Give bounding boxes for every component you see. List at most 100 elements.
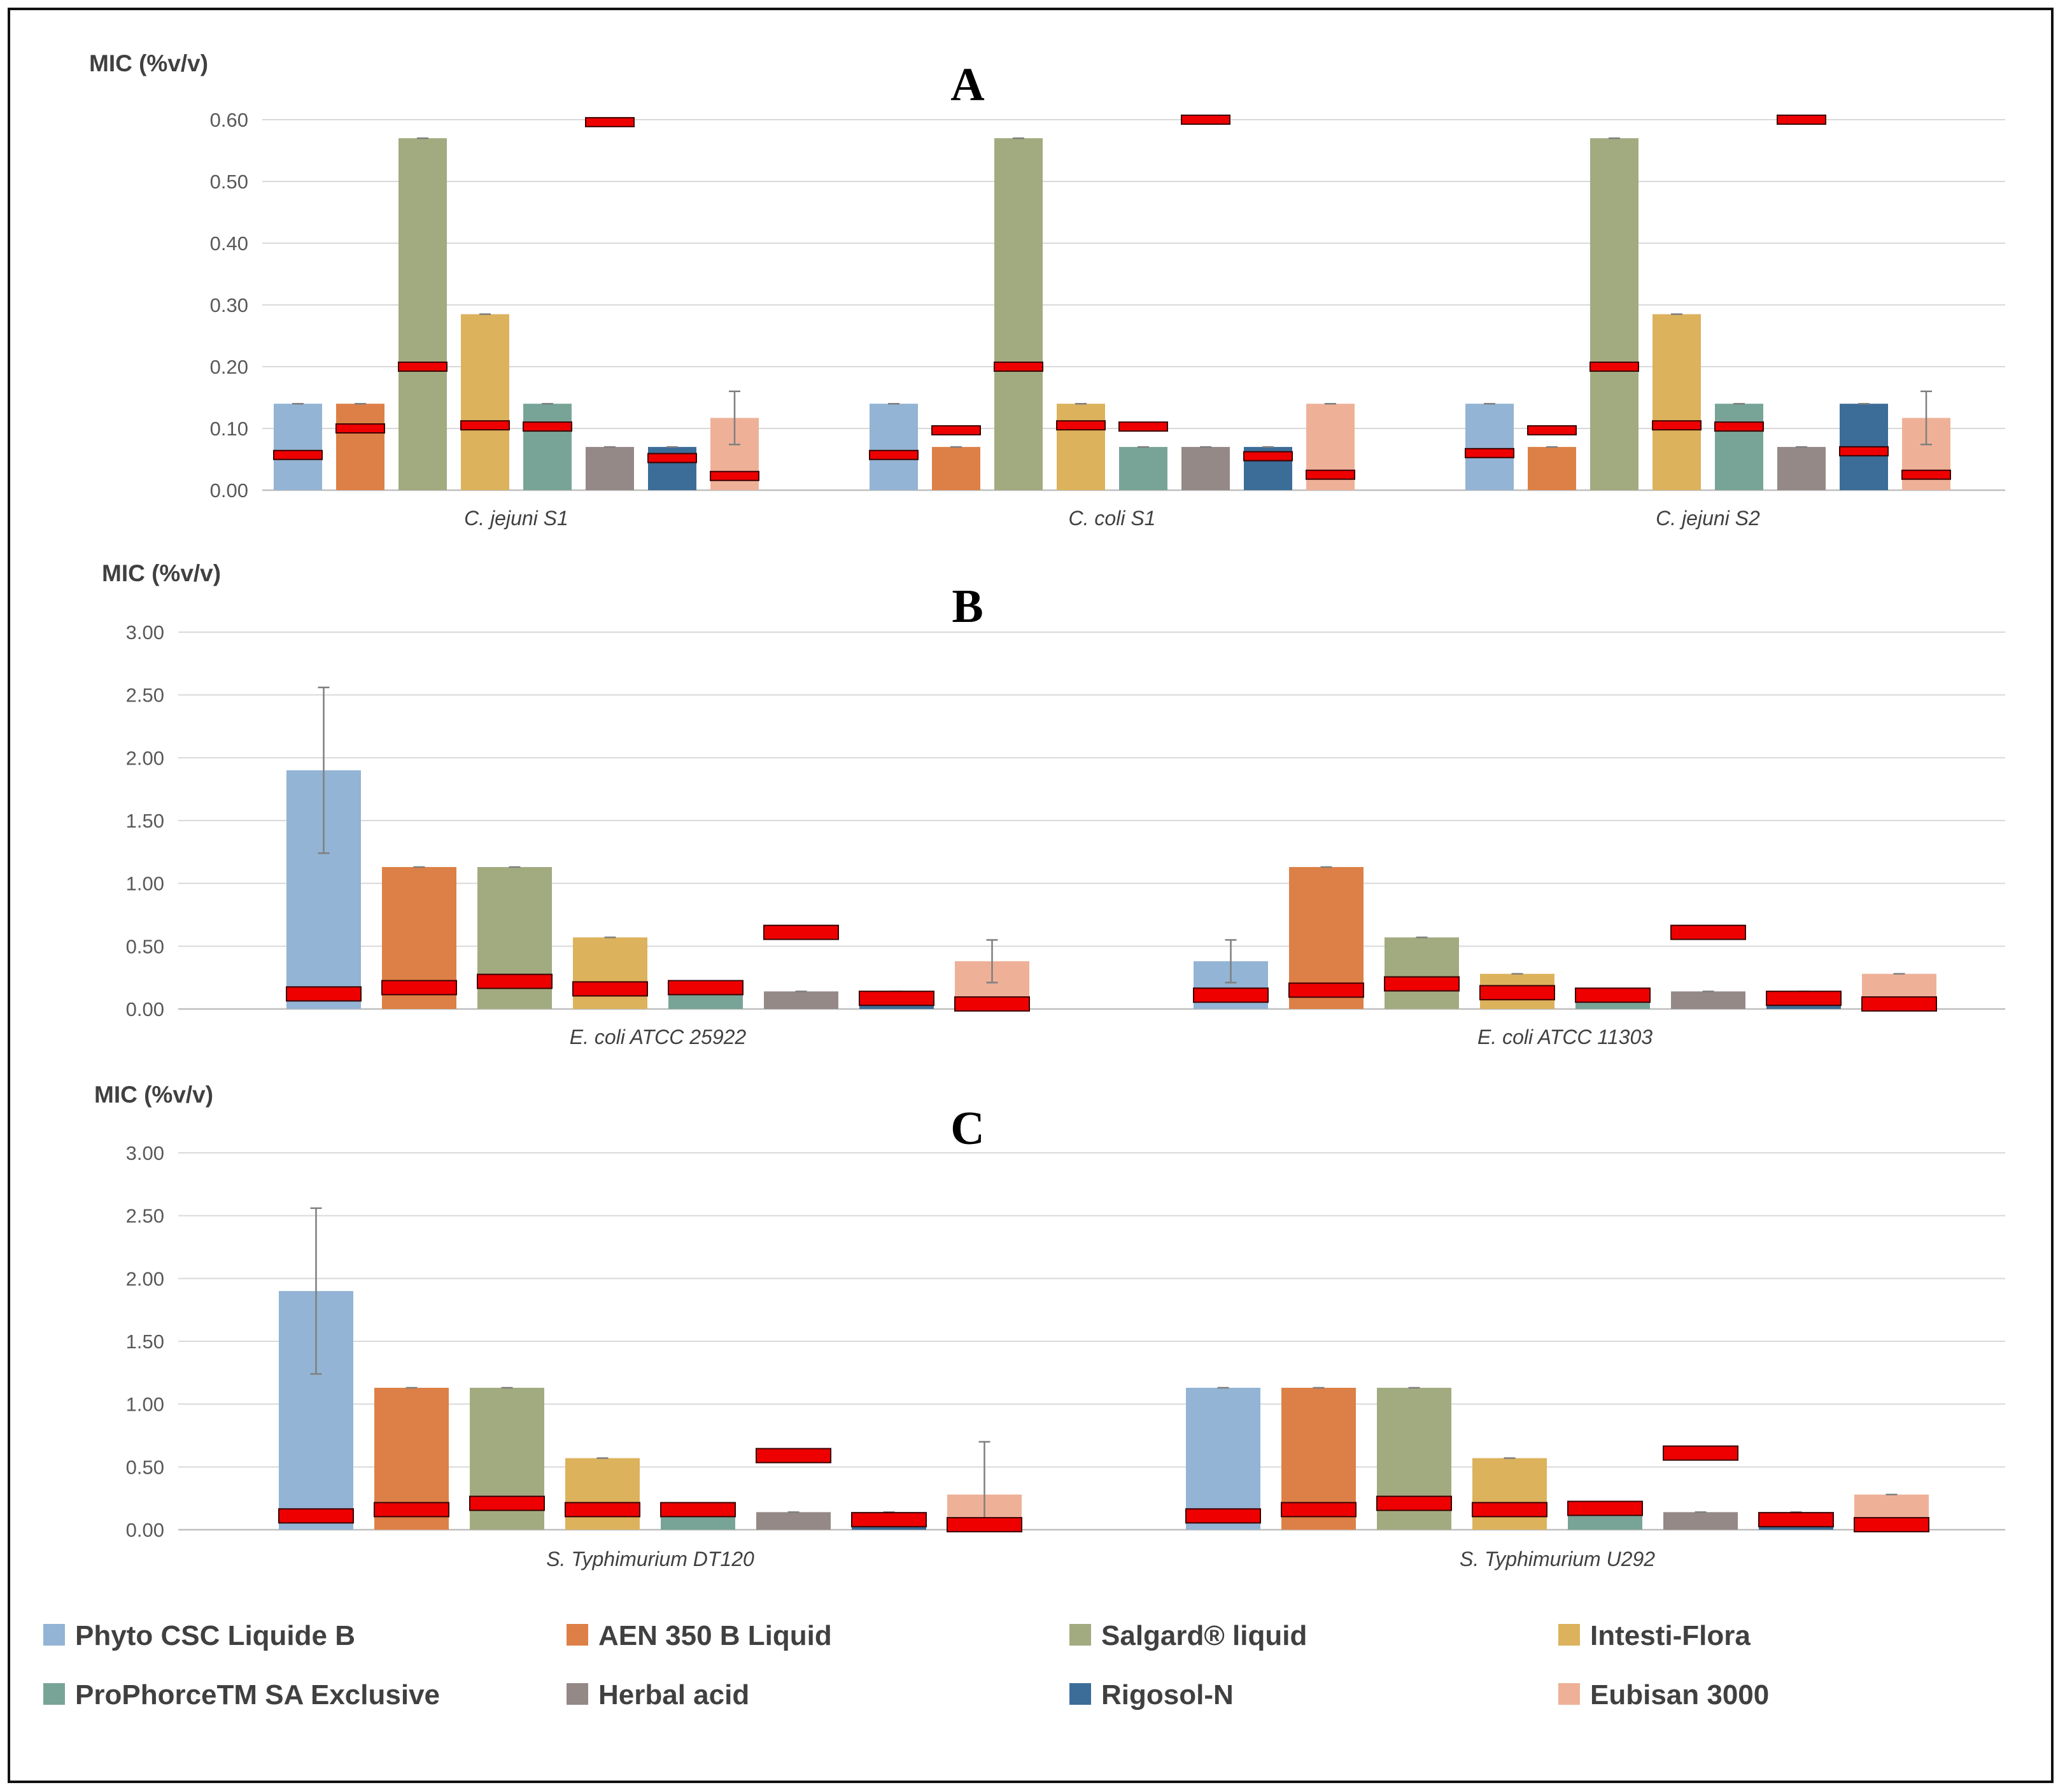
- bar: [336, 404, 384, 490]
- legend: Phyto CSC Liquide B AEN 350 B Liquid Salga…: [43, 1620, 1769, 1711]
- y-tick-label: 0.50: [126, 935, 164, 957]
- y-tick-label: 0.50: [210, 171, 248, 193]
- y-tick-label: 0.40: [210, 232, 248, 255]
- bar: [870, 404, 918, 490]
- mic-marker: [1193, 987, 1269, 1003]
- bar: [1663, 1512, 1738, 1530]
- mic-marker: [1861, 996, 1937, 1012]
- mic-marker: [335, 423, 385, 434]
- mic-marker: [1901, 469, 1951, 480]
- bar: [1671, 991, 1745, 1009]
- legend-label: Intesti-Flora: [1590, 1620, 1751, 1651]
- bar: [1715, 404, 1763, 490]
- mic-marker: [1670, 924, 1746, 940]
- mic-marker: [381, 980, 457, 996]
- category-label: E. coli ATCC 11303: [1477, 1026, 1653, 1048]
- legend-swatch: [567, 1683, 588, 1705]
- bar: [756, 1512, 831, 1530]
- bar: [1590, 138, 1639, 491]
- y-tick-label: 3.00: [126, 1142, 164, 1164]
- bar: [1057, 404, 1105, 490]
- mic-marker: [1527, 425, 1577, 435]
- bar: [586, 447, 634, 490]
- bar: [523, 404, 572, 490]
- mic-marker: [469, 1495, 545, 1511]
- mic-marker: [1281, 1502, 1357, 1518]
- mic-marker: [1288, 982, 1364, 998]
- mic-marker: [869, 449, 919, 460]
- y-tick-label: 0.50: [126, 1456, 164, 1478]
- mic-marker: [1056, 420, 1106, 431]
- panel-c: 0.00 0.50 1.00 1.50 2.00 2.50 3.00 MIC (%v/v) C S…: [94, 1082, 2005, 1570]
- y-tick-label: 0.00: [126, 1519, 164, 1541]
- legend-swatch: [43, 1624, 65, 1646]
- y-tick-label: 1.50: [126, 1330, 164, 1353]
- legend-swatch: [1069, 1683, 1091, 1705]
- y-tick-label: 0.20: [210, 356, 248, 378]
- mic-marker: [1185, 1508, 1261, 1524]
- mic-marker: [1758, 1512, 1834, 1528]
- legend-label: Salgard® liquid: [1101, 1620, 1307, 1651]
- mic-marker: [660, 1502, 736, 1518]
- panel-a: 0.00 0.10 0.20 0.30 0.40 0.50 0.60 MIC (%v/v) A C…: [89, 50, 2005, 530]
- bar: [1186, 1388, 1260, 1530]
- mic-marker: [1575, 987, 1651, 1003]
- y-axis-label: MIC (%v/v): [89, 50, 208, 76]
- mic-marker: [756, 1448, 831, 1464]
- legend-label: Eubisan 3000: [1590, 1679, 1769, 1711]
- legend-label: Phyto CSC Liquide B: [75, 1620, 355, 1651]
- mic-marker: [1181, 115, 1230, 125]
- mic-marker: [947, 1517, 1022, 1533]
- mic-marker: [523, 421, 572, 432]
- mic-marker: [565, 1502, 640, 1518]
- mic-marker: [572, 981, 648, 997]
- mic-marker: [994, 362, 1043, 372]
- category-label: C. coli S1: [1069, 507, 1156, 530]
- mic-marker: [460, 420, 510, 431]
- category-label: S. Typhimurium DT120: [546, 1548, 754, 1570]
- mic-marker: [1663, 1445, 1738, 1461]
- y-tick-label: 1.50: [126, 810, 164, 832]
- legend-swatch: [1558, 1683, 1580, 1705]
- bar: [1472, 1458, 1547, 1530]
- mic-marker: [1766, 991, 1842, 1006]
- mic-marker: [1306, 469, 1355, 480]
- mic-marker: [273, 449, 323, 460]
- bar: [1465, 404, 1514, 490]
- mic-marker: [710, 470, 759, 481]
- panel-title: C: [950, 1103, 984, 1155]
- mic-marker: [1479, 985, 1555, 1001]
- mic-marker: [286, 986, 362, 1002]
- category-label: E. coli ATCC 25922: [570, 1026, 747, 1048]
- y-tick-label: 0.00: [126, 998, 164, 1020]
- legend-label: AEN 350 B Liquid: [598, 1620, 832, 1651]
- y-tick-label: 3.00: [126, 621, 164, 644]
- mic-marker: [954, 996, 1030, 1012]
- bar: [461, 314, 509, 490]
- y-tick-label: 2.00: [126, 1267, 164, 1290]
- y-tick-label: 1.00: [126, 873, 164, 895]
- mic-marker: [1854, 1517, 1929, 1533]
- mic-marker: [851, 1512, 927, 1528]
- category-label: S. Typhimurium U292: [1460, 1548, 1655, 1570]
- legend-swatch: [43, 1683, 65, 1705]
- mic-marker: [1567, 1500, 1643, 1516]
- legend-label: Rigosol-N: [1101, 1679, 1234, 1711]
- bar: [764, 991, 838, 1009]
- mic-marker: [585, 116, 635, 127]
- mic-marker: [1118, 421, 1168, 432]
- bar: [932, 447, 980, 490]
- y-tick-label: 0.60: [210, 109, 248, 131]
- mic-marker: [1652, 420, 1702, 431]
- mic-marker: [668, 980, 744, 996]
- y-tick-label: 2.50: [126, 1205, 164, 1227]
- mic-marker: [1376, 1495, 1452, 1511]
- mic-marker: [1465, 448, 1514, 458]
- legend-swatch: [1558, 1624, 1580, 1646]
- mic-marker: [763, 924, 839, 940]
- bar: [565, 1458, 640, 1530]
- legend-label: ProPhorceTM SA Exclusive: [75, 1679, 440, 1711]
- bar: [398, 138, 447, 491]
- mic-marker: [278, 1508, 354, 1524]
